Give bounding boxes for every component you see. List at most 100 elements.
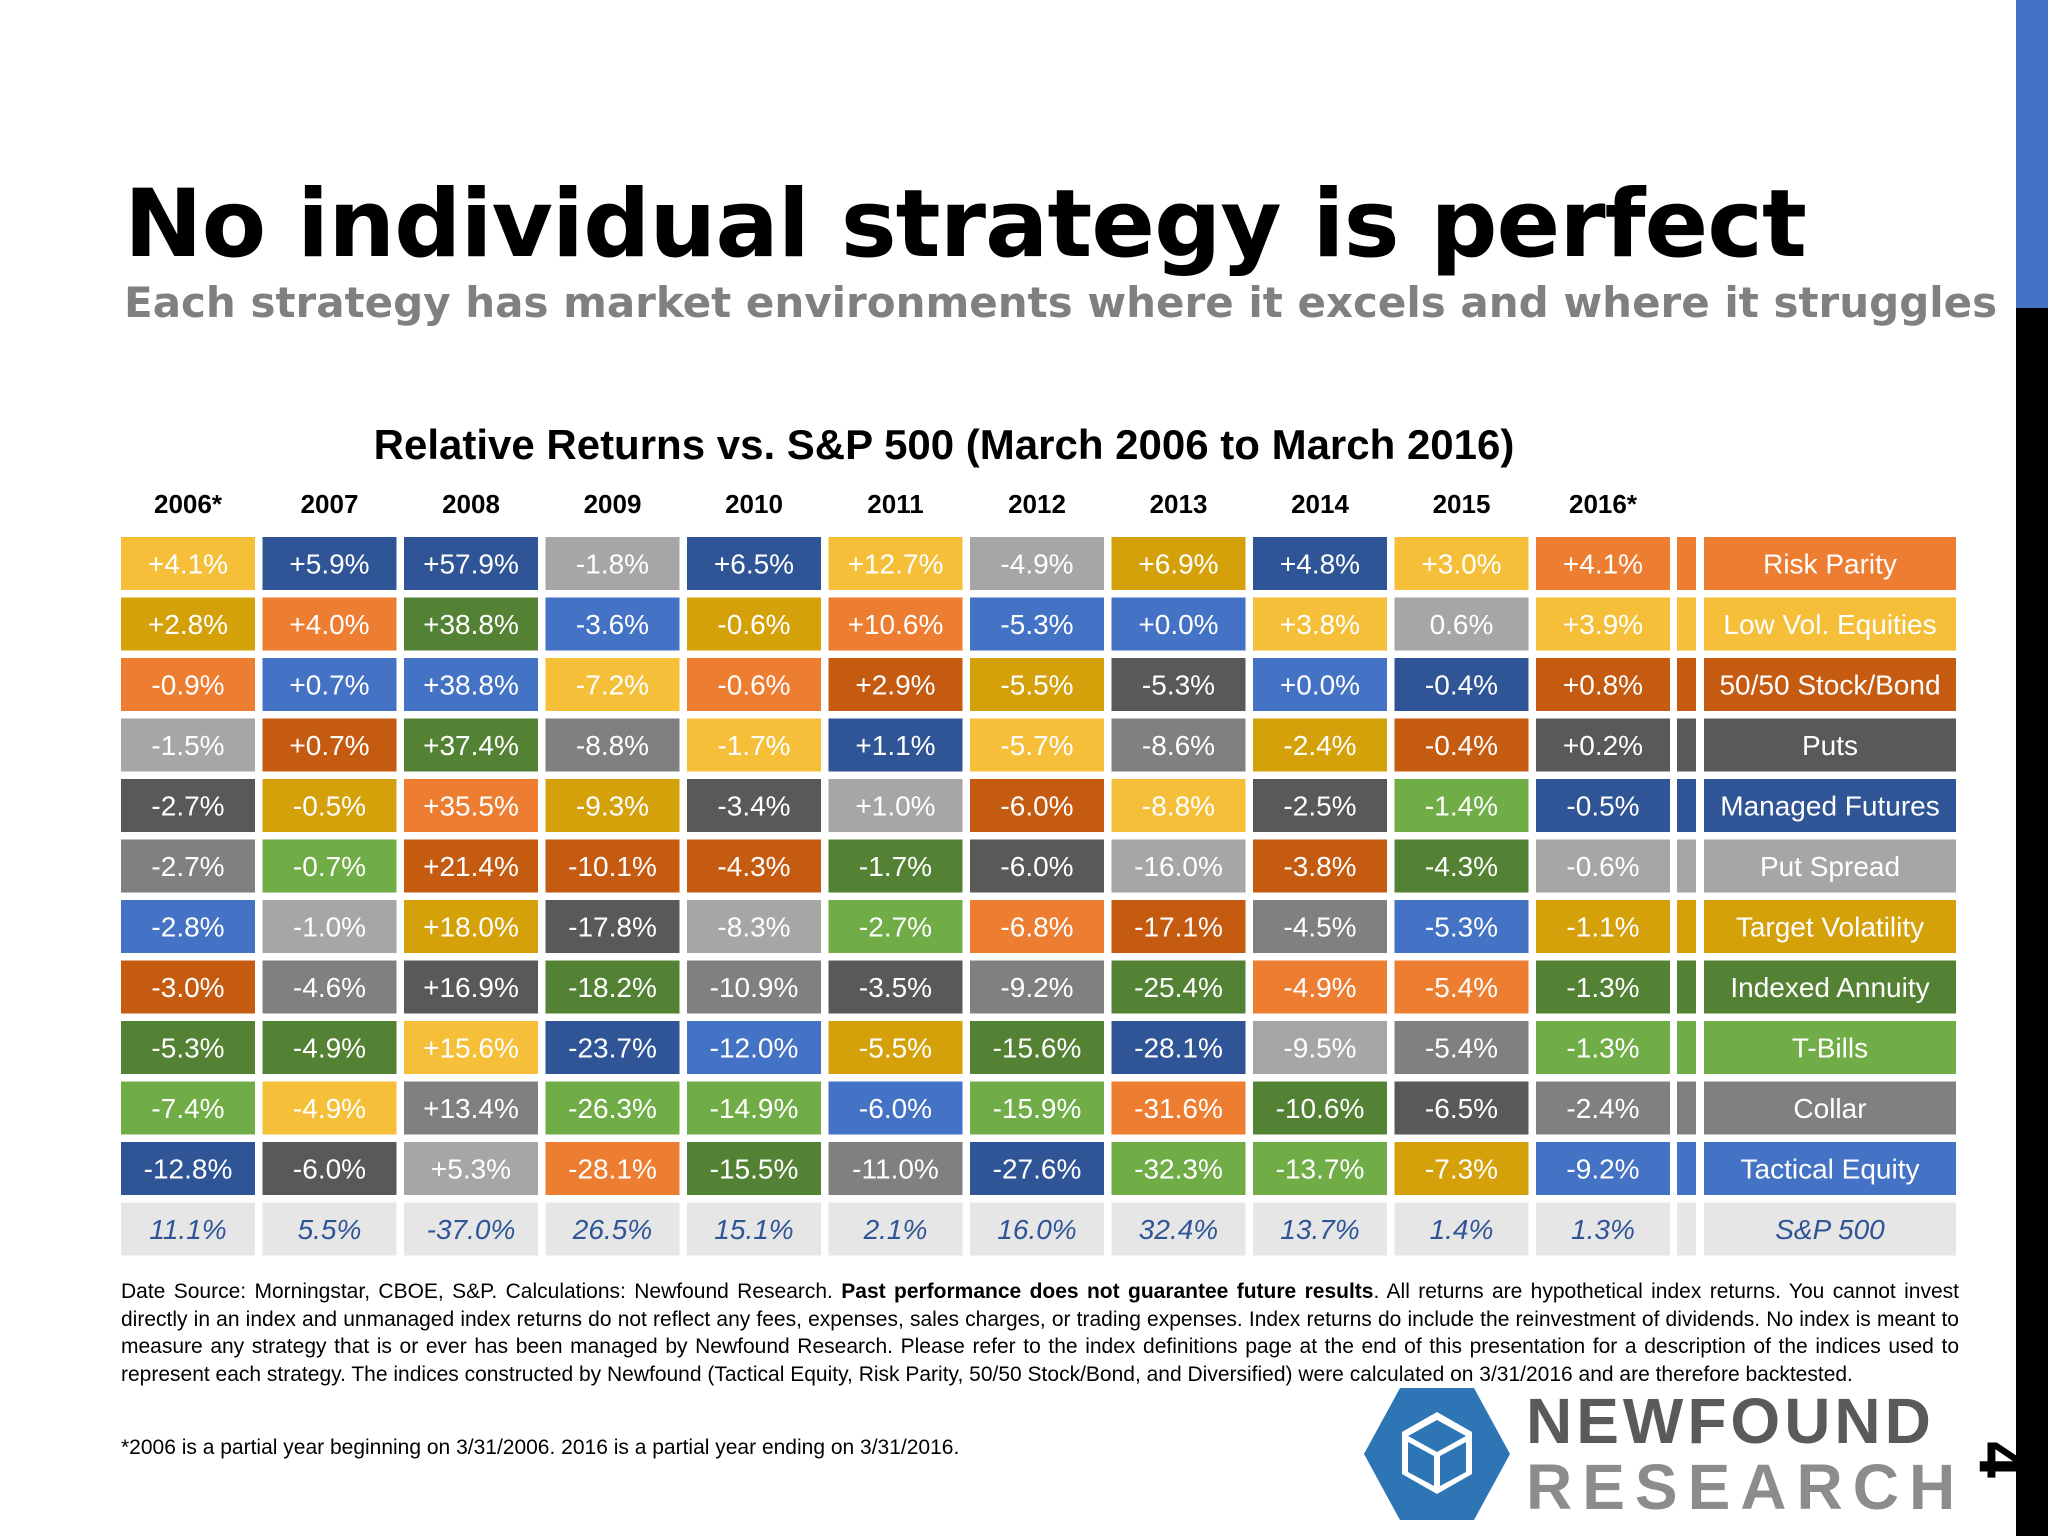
return-label: -6.0% [293, 1154, 366, 1185]
return-label: -3.4% [717, 791, 790, 822]
return-label: -4.9% [293, 1093, 366, 1124]
return-label: +38.8% [423, 670, 519, 701]
return-cell [1394, 597, 1529, 651]
return-cell [262, 900, 397, 953]
return-label: -9.2% [1000, 972, 1073, 1003]
cube-logo-icon [1364, 1388, 1510, 1520]
return-label: -3.5% [859, 972, 932, 1003]
return-label: -10.1% [568, 851, 657, 882]
sp500-value: -37.0% [427, 1214, 516, 1245]
year-header: 2016* [1569, 489, 1638, 519]
legend-swatch [1677, 718, 1696, 772]
return-label: -4.9% [293, 1033, 366, 1064]
chart-title: Relative Returns vs. S&P 500 (March 2006… [373, 421, 1515, 468]
return-cell [545, 960, 680, 1014]
legend-box [1704, 718, 1956, 772]
return-cell [1394, 1081, 1529, 1135]
return-cell [404, 1021, 538, 1074]
return-label: -1.1% [1566, 912, 1639, 943]
return-cell [970, 779, 1104, 832]
return-label: -5.5% [859, 1033, 932, 1064]
return-label: +15.6% [423, 1033, 519, 1064]
return-cell [1253, 839, 1387, 893]
return-cell [121, 1021, 255, 1074]
return-label: +0.7% [289, 730, 369, 761]
return-label: -0.5% [293, 791, 366, 822]
return-cell [828, 1081, 963, 1135]
return-cell [687, 839, 821, 893]
legend-swatch [1677, 839, 1696, 893]
return-label: +0.2% [1563, 730, 1643, 761]
return-label: -2.7% [859, 912, 932, 943]
return-cell [262, 839, 397, 893]
return-cell [404, 597, 538, 651]
return-cell [1394, 779, 1529, 832]
return-label: -1.4% [1425, 791, 1498, 822]
return-label: -4.6% [293, 972, 366, 1003]
return-label: -1.3% [1566, 1033, 1639, 1064]
return-label: -26.3% [568, 1093, 657, 1124]
return-cell [1536, 1142, 1670, 1195]
return-label: -1.0% [293, 912, 366, 943]
return-cell [1111, 779, 1246, 832]
return-cell [1111, 1081, 1246, 1135]
return-cell [970, 597, 1104, 651]
sp500-value: 11.1% [149, 1214, 226, 1245]
return-cell [121, 960, 255, 1014]
return-cell [1536, 779, 1670, 832]
legend-swatch [1677, 1142, 1696, 1195]
return-label: +2.8% [148, 609, 228, 640]
return-label: -2.7% [151, 851, 224, 882]
return-label: +16.9% [423, 972, 519, 1003]
return-cell [1394, 537, 1529, 590]
return-label: -3.8% [1283, 851, 1356, 882]
return-label: -4.3% [1425, 851, 1498, 882]
year-header: 2011 [867, 489, 923, 519]
return-cell [1253, 658, 1387, 711]
return-label: -3.0% [151, 972, 224, 1003]
legend-swatch [1677, 597, 1696, 651]
legend-box [1704, 1081, 1956, 1135]
return-label: -1.3% [1566, 972, 1639, 1003]
sp500-cell [1536, 1202, 1670, 1256]
return-label: -7.4% [151, 1093, 224, 1124]
return-cell [1253, 718, 1387, 772]
return-label: -17.1% [1134, 912, 1223, 943]
return-cell [1253, 779, 1387, 832]
return-label: -9.2% [1566, 1154, 1639, 1185]
return-label: -5.3% [1142, 670, 1215, 701]
return-label: +5.9% [289, 549, 369, 580]
legend-swatch [1677, 1021, 1696, 1074]
page-number: 4 [1966, 1439, 2034, 1481]
return-label: -6.0% [1000, 851, 1073, 882]
return-label: +13.4% [423, 1093, 519, 1124]
return-cell [687, 1021, 821, 1074]
return-label: -4.5% [1283, 912, 1356, 943]
return-label: 0.6% [1430, 609, 1494, 640]
return-label: -5.3% [1000, 609, 1073, 640]
return-label: +6.9% [1138, 549, 1218, 580]
sp500-cell [121, 1202, 255, 1256]
return-cell [545, 1081, 680, 1135]
return-cell [1536, 960, 1670, 1014]
partial-year-note: *2006 is a partial year beginning on 3/3… [121, 1436, 960, 1459]
return-cell [121, 658, 255, 711]
return-label: -32.3% [1134, 1154, 1223, 1185]
return-label: -12.0% [710, 1033, 799, 1064]
sp500-cell [970, 1202, 1104, 1256]
return-label: +5.3% [431, 1154, 511, 1185]
return-cell [828, 779, 963, 832]
return-cell [1253, 900, 1387, 953]
return-cell [545, 779, 680, 832]
return-cell [1253, 960, 1387, 1014]
return-cell [1111, 537, 1246, 590]
return-label: -8.6% [1142, 730, 1215, 761]
return-cell [121, 900, 255, 953]
return-cell [687, 1081, 821, 1135]
legend-box [1704, 900, 1956, 953]
return-label: -0.7% [293, 851, 366, 882]
return-label: -2.8% [151, 912, 224, 943]
return-label: +12.7% [848, 549, 944, 580]
return-label: +6.5% [714, 549, 794, 580]
return-label: -2.4% [1566, 1093, 1639, 1124]
